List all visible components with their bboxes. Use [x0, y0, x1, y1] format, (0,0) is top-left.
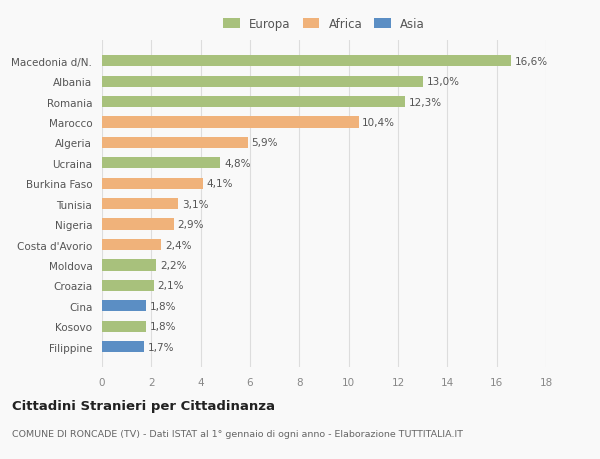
Text: 2,9%: 2,9%: [177, 219, 204, 230]
Text: 1,7%: 1,7%: [148, 342, 174, 352]
Bar: [102, 56, 511, 67]
Bar: [102, 341, 144, 353]
Text: 16,6%: 16,6%: [515, 57, 548, 67]
Text: 13,0%: 13,0%: [427, 77, 460, 87]
Text: Cittadini Stranieri per Cittadinanza: Cittadini Stranieri per Cittadinanza: [12, 399, 275, 412]
Bar: [102, 321, 146, 332]
Legend: Europa, Africa, Asia: Europa, Africa, Asia: [220, 15, 428, 34]
Bar: [102, 280, 154, 291]
Bar: [102, 301, 146, 312]
Bar: [102, 97, 406, 108]
Text: 2,1%: 2,1%: [157, 281, 184, 291]
Text: 2,2%: 2,2%: [160, 260, 187, 270]
Text: 12,3%: 12,3%: [409, 97, 442, 107]
Bar: [102, 77, 422, 88]
Text: 4,8%: 4,8%: [224, 158, 251, 168]
Bar: [102, 219, 173, 230]
Bar: [102, 117, 359, 129]
Text: 5,9%: 5,9%: [251, 138, 278, 148]
Bar: [102, 138, 248, 149]
Text: 10,4%: 10,4%: [362, 118, 395, 128]
Bar: [102, 260, 156, 271]
Text: COMUNE DI RONCADE (TV) - Dati ISTAT al 1° gennaio di ogni anno - Elaborazione TU: COMUNE DI RONCADE (TV) - Dati ISTAT al 1…: [12, 429, 463, 438]
Text: 3,1%: 3,1%: [182, 199, 209, 209]
Bar: [102, 158, 220, 169]
Bar: [102, 240, 161, 251]
Text: 2,4%: 2,4%: [165, 240, 191, 250]
Text: 1,8%: 1,8%: [150, 301, 176, 311]
Text: 1,8%: 1,8%: [150, 321, 176, 331]
Text: 4,1%: 4,1%: [207, 179, 233, 189]
Bar: [102, 178, 203, 190]
Bar: [102, 199, 178, 210]
